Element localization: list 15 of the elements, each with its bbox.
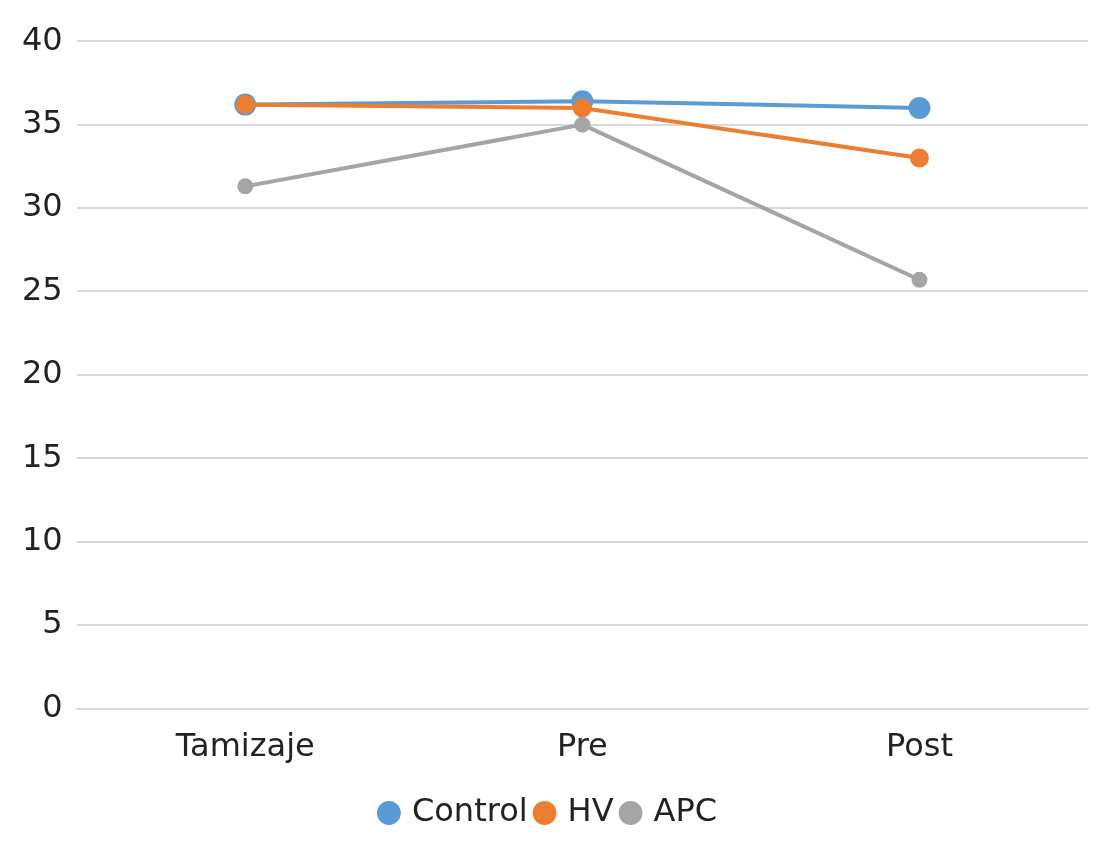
legend-label: Control bbox=[411, 791, 528, 830]
legend-label: APC bbox=[653, 791, 718, 830]
y-tick-label: 10 bbox=[22, 520, 63, 559]
legend-label: HV bbox=[567, 791, 614, 830]
y-tick-label: 35 bbox=[22, 102, 63, 141]
x-tick-label: Tamizaje bbox=[174, 726, 315, 765]
y-tick-label: 25 bbox=[22, 269, 63, 308]
y-tick-label: 5 bbox=[42, 603, 63, 642]
x-tick-label: Pre bbox=[556, 726, 608, 765]
y-tick-label: 40 bbox=[22, 19, 63, 58]
x-tick-label: Post bbox=[885, 726, 953, 765]
y-tick-label: 20 bbox=[22, 353, 63, 392]
y-tick-label: 0 bbox=[42, 686, 63, 725]
y-tick-label: 30 bbox=[22, 186, 63, 225]
y-tick-label: 15 bbox=[22, 436, 63, 475]
